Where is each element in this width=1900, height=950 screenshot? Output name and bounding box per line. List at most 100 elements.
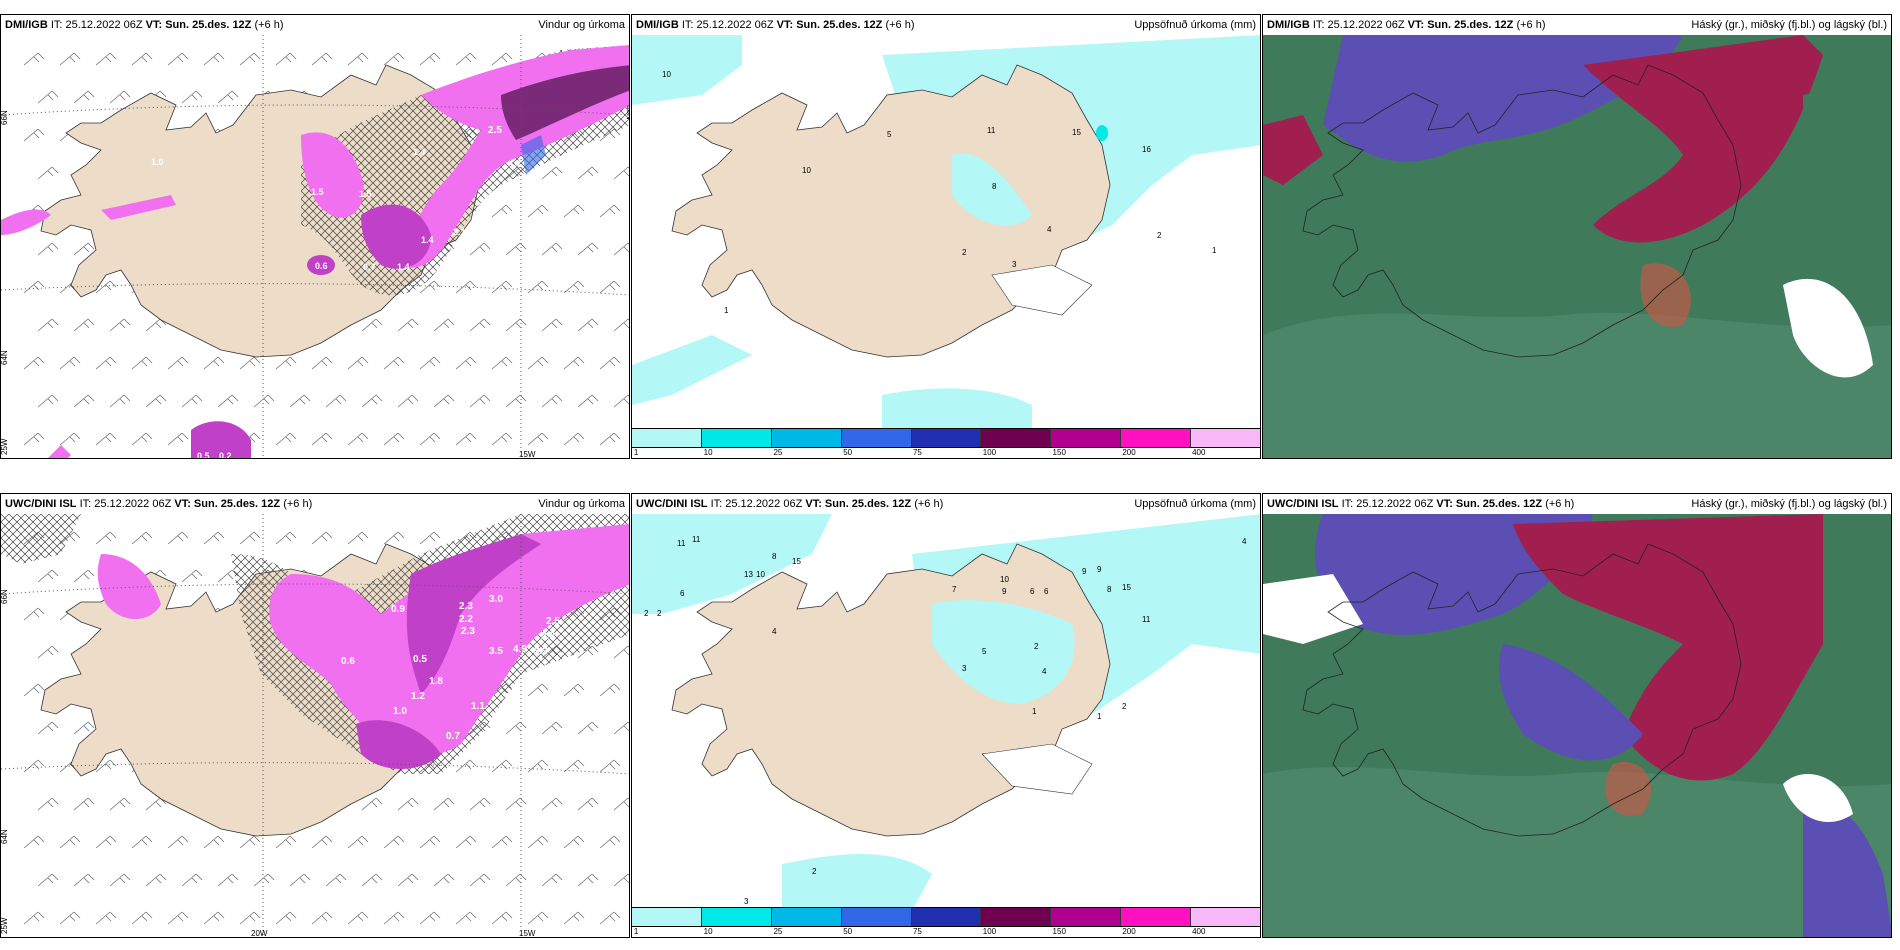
accum-precip-map[interactable]: 10 5 11 15 16 8 4 2 2 1 3 1 10 — [632, 35, 1261, 432]
wind-barb-icon — [23, 759, 45, 773]
precip-value: 2.5 — [546, 616, 560, 627]
lon-label-25: 25W — [1, 438, 9, 455]
accum-area-nw — [632, 35, 742, 105]
panel-bottom-wind[interactable]: UWC/DINI ISL IT: 25.12.2022 06Z VT: Sun.… — [0, 493, 630, 938]
panel-header: UWC/DINI ISL IT: 25.12.2022 06Z VT: Sun.… — [1, 494, 629, 514]
colorbar-swatch — [771, 908, 842, 926]
wind-barb-icon — [275, 531, 297, 545]
accum-value: 4 — [1242, 537, 1247, 546]
accum-value: 10 — [756, 570, 765, 579]
wind-precip-map[interactable]: 3.0 2.5 2.8 3.3 3.5 4.9 2.3 2.3 2.2 1.8 … — [1, 514, 630, 938]
wind-barb-icon — [95, 52, 117, 66]
precip-edge-west — [1, 209, 51, 235]
colorbar-tick-label: 25 — [773, 448, 783, 457]
panel-top-cloud[interactable]: DMI/IGB IT: 25.12.2022 06Z VT: Sun. 25.d… — [1262, 14, 1892, 459]
wind-barb-icon — [73, 90, 95, 104]
wind-barb-icon — [253, 394, 275, 408]
accum-value: 10 — [662, 70, 671, 79]
cloud-map[interactable] — [1263, 35, 1892, 459]
precip-south — [191, 421, 251, 458]
precip-value: 1.2 — [411, 691, 425, 702]
wind-barb-icon — [599, 683, 621, 697]
wind-barb-icon — [203, 356, 225, 370]
valid-time: VT: Sun. 25.des. 12Z — [145, 19, 252, 31]
colorbar-tick-label: 75 — [912, 448, 922, 457]
precip-blue-patch — [521, 135, 546, 175]
wind-barb-icon — [59, 432, 81, 446]
wind-barb-icon — [311, 531, 333, 545]
wind-barb-icon — [433, 873, 455, 887]
panel-top-wind[interactable]: DMI/IGB IT: 25.12.2022 06Z VT: Sun. 25.d… — [0, 14, 630, 459]
lead-time: (+6 h) — [254, 19, 284, 31]
precip-value: 1.0 — [151, 157, 164, 167]
wind-barb-icon — [563, 911, 585, 925]
wind-barb-icon — [37, 394, 59, 408]
colorbar-swatch — [911, 908, 982, 926]
wind-barb-icon — [469, 242, 491, 256]
wind-barb-icon — [541, 166, 563, 180]
init-time: IT: 25.12.2022 06Z — [50, 19, 143, 31]
colorbar — [632, 907, 1260, 927]
accum-value: 8 — [1107, 585, 1112, 594]
lon-label-15: 15W — [519, 929, 536, 938]
accum-value: 9 — [1002, 587, 1007, 596]
panel-header: DMI/IGB IT: 25.12.2022 06Z VT: Sun. 25.d… — [632, 15, 1260, 35]
cloud-map[interactable] — [1263, 514, 1892, 938]
wind-barb-icon — [527, 683, 549, 697]
panel-header: UWC/DINI ISL IT: 25.12.2022 06Z VT: Sun.… — [632, 494, 1260, 514]
wind-barb-icon — [131, 531, 153, 545]
wind-barb-icon — [527, 759, 549, 773]
wind-barb-icon — [505, 318, 527, 332]
wind-barb-icon — [167, 432, 189, 446]
lon-label-25: 25W — [1, 917, 9, 934]
wind-barb-icon — [455, 432, 477, 446]
wind-barb-icon — [541, 797, 563, 811]
wind-barb-icon — [599, 432, 621, 446]
panel-bottom-precip[interactable]: UWC/DINI ISL IT: 25.12.2022 06Z VT: Sun.… — [631, 493, 1261, 938]
wind-barb-icon — [613, 242, 629, 256]
wind-precip-map[interactable]: 2.5 1.0 1.5 1.4 1.5 2.1 1.4 0.7 1.4 0.6 … — [1, 35, 630, 459]
colorbar-swatch — [841, 429, 912, 447]
accum-spot — [1096, 125, 1108, 141]
wind-barb-icon — [59, 356, 81, 370]
wind-barb-icon — [613, 721, 629, 735]
wind-barb-icon — [203, 911, 225, 925]
colorbar-swatch — [701, 908, 772, 926]
lon-label-20: 20W — [251, 929, 268, 938]
wind-barb-icon — [167, 52, 189, 66]
accum-value: 16 — [1142, 145, 1151, 154]
wind-barb-icon — [73, 873, 95, 887]
accum-area-south — [782, 854, 932, 911]
accum-precip-map[interactable]: 11 11 2 2 6 13 10 15 8 7 9 10 6 6 9 9 8 … — [632, 514, 1261, 911]
precip-value: 1.0 — [393, 706, 407, 717]
colorbar-swatch — [1051, 429, 1122, 447]
wind-barb-icon — [491, 52, 513, 66]
wind-barb-icon — [23, 432, 45, 446]
wind-barb-icon — [455, 911, 477, 925]
precip-streak — [101, 195, 176, 220]
wind-barb-icon — [419, 52, 441, 66]
accum-value: 10 — [1000, 575, 1009, 584]
cloud-mid-core — [1513, 514, 1823, 781]
wind-barb-icon — [419, 432, 441, 446]
wind-barb-icon — [95, 280, 117, 294]
wind-barb-icon — [469, 318, 491, 332]
wind-barb-icon — [23, 280, 45, 294]
wind-barb-icon — [167, 835, 189, 849]
wind-barb-icon — [95, 911, 117, 925]
wind-barb-icon — [599, 835, 621, 849]
accum-value: 13 — [744, 570, 753, 579]
wind-barb-icon — [73, 394, 95, 408]
panel-bottom-cloud[interactable]: UWC/DINI ISL IT: 25.12.2022 06Z VT: Sun.… — [1262, 493, 1892, 938]
colorbar-tick-label: 25 — [773, 927, 783, 936]
wind-barb-icon — [23, 911, 45, 925]
precip-band-3 — [356, 720, 441, 769]
lon-label-15: 15W — [519, 450, 536, 459]
wind-barb-icon — [203, 52, 225, 66]
wind-barb-icon — [613, 797, 629, 811]
lead-time: (+6 h) — [1545, 498, 1575, 510]
wind-barb-icon — [383, 432, 405, 446]
panel-top-precip[interactable]: DMI/IGB IT: 25.12.2022 06Z VT: Sun. 25.d… — [631, 14, 1261, 459]
wind-barb-icon — [37, 166, 59, 180]
wind-barb-icon — [109, 90, 131, 104]
